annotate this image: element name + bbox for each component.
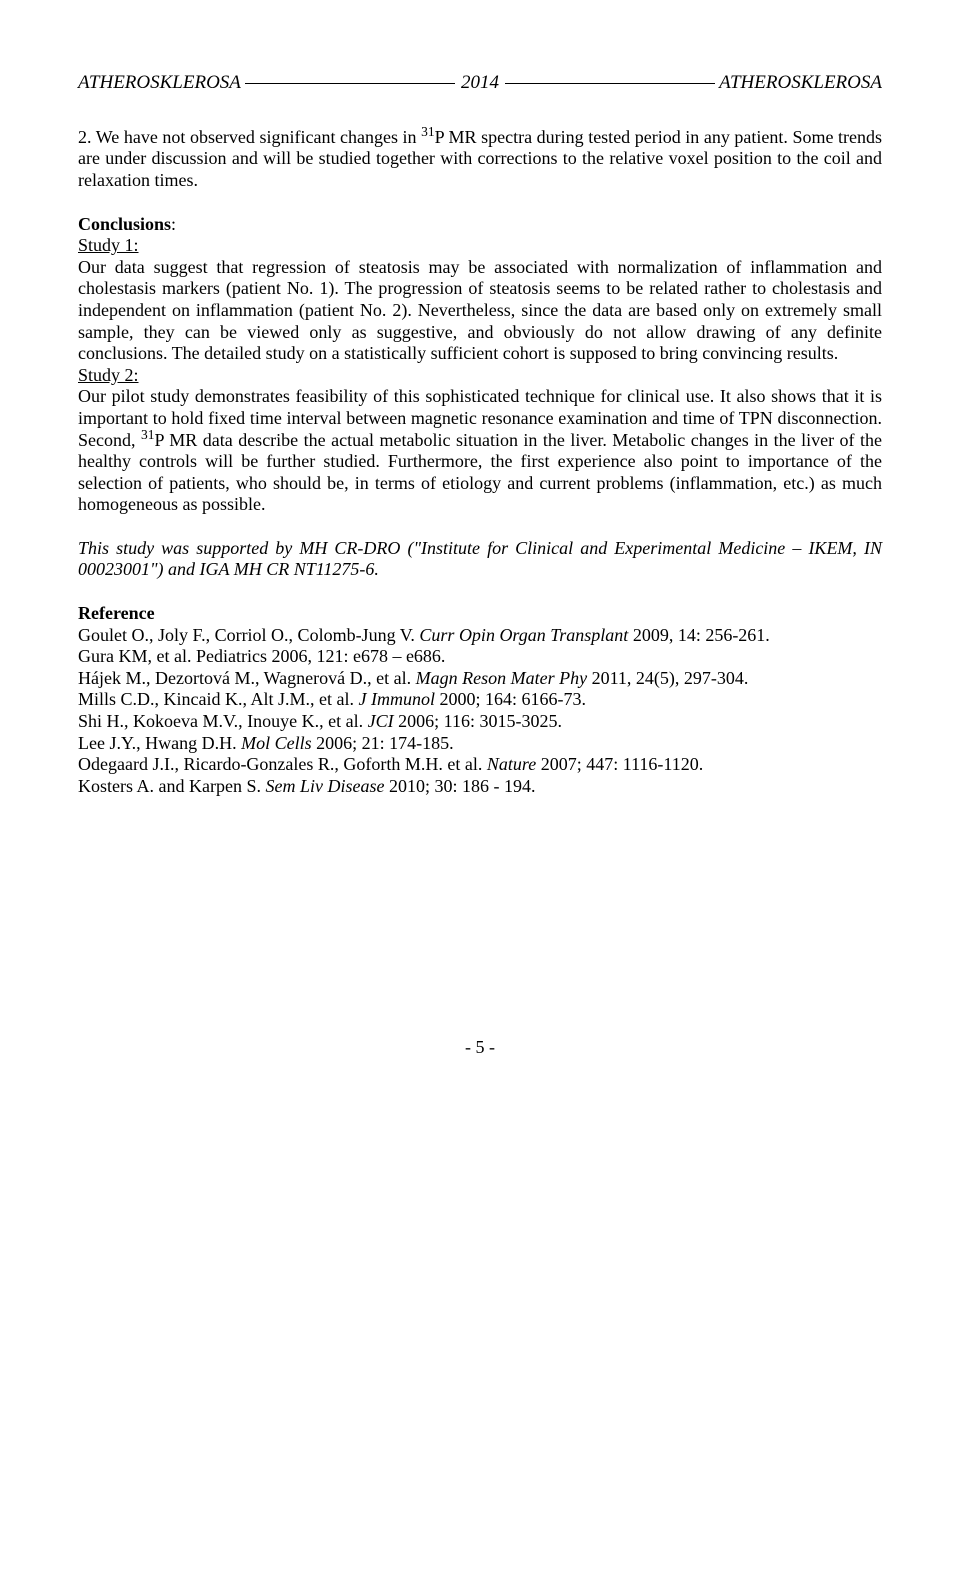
- header-rule-right: [505, 83, 715, 84]
- support-note: This study was supported by MH CR-DRO ("…: [78, 538, 882, 581]
- header-left: ATHEROSKLEROSA: [78, 72, 241, 95]
- reference-item: Mills C.D., Kincaid K., Alt J.M., et al.…: [78, 689, 882, 711]
- study1-body: Our data suggest that regression of stea…: [78, 257, 882, 365]
- superscript: 31: [421, 124, 435, 139]
- text-run: 2. We have not observed significant chan…: [78, 127, 421, 147]
- study2-heading: Study 2:: [78, 365, 882, 387]
- text-run-italic: Mol Cells: [241, 733, 316, 753]
- reference-item: Goulet O., Joly F., Corriol O., Colomb-J…: [78, 625, 882, 647]
- text-run: Hájek M., Dezortová M., Wagnerová D., et…: [78, 668, 416, 688]
- page-header: ATHEROSKLEROSA 2014 ATHEROSKLEROSA: [78, 72, 882, 95]
- text-run: Gura KM, et al. Pediatrics 2006, 121: e6…: [78, 646, 445, 666]
- paragraph-item-2: 2. We have not observed significant chan…: [78, 127, 882, 192]
- text-run: Kosters A. and Karpen S.: [78, 776, 265, 796]
- text-run-italic: Sem Liv Disease: [265, 776, 388, 796]
- text-run: Mills C.D., Kincaid K., Alt J.M., et al.: [78, 689, 359, 709]
- text-run: Lee J.Y., Hwang D.H.: [78, 733, 241, 753]
- text-run-italic: JCI: [368, 711, 399, 731]
- text-run: 2000; 164: 6166-73.: [439, 689, 586, 709]
- text-run: 2010; 30: 186 - 194.: [389, 776, 536, 796]
- reference-item: Shi H., Kokoeva M.V., Inouye K., et al. …: [78, 711, 882, 733]
- reference-item: Gura KM, et al. Pediatrics 2006, 121: e6…: [78, 646, 882, 668]
- text-run-italic: Nature: [487, 754, 541, 774]
- reference-item: Odegaard J.I., Ricardo-Gonzales R., Gofo…: [78, 754, 882, 776]
- text-run: 2007; 447: 1116-1120.: [541, 754, 704, 774]
- superscript: 31: [141, 427, 155, 442]
- text-run: 2011, 24(5), 297-304.: [592, 668, 749, 688]
- text-run: Odegaard J.I., Ricardo-Gonzales R., Gofo…: [78, 754, 487, 774]
- text-run: Conclusions: [78, 214, 171, 234]
- header-right: ATHEROSKLEROSA: [719, 72, 882, 95]
- reference-item: Kosters A. and Karpen S. Sem Liv Disease…: [78, 776, 882, 798]
- conclusions-heading: Conclusions:: [78, 214, 882, 236]
- text-run: Study 1:: [78, 235, 139, 255]
- text-run: 2006; 21: 174-185.: [316, 733, 454, 753]
- reference-item: Lee J.Y., Hwang D.H. Mol Cells 2006; 21:…: [78, 733, 882, 755]
- header-center: 2014: [459, 72, 501, 95]
- text-run: Shi H., Kokoeva M.V., Inouye K., et al.: [78, 711, 368, 731]
- references-list: Goulet O., Joly F., Corriol O., Colomb-J…: [78, 625, 882, 798]
- study1-heading: Study 1:: [78, 235, 882, 257]
- reference-item: Hájek M., Dezortová M., Wagnerová D., et…: [78, 668, 882, 690]
- study2-body: Our pilot study demonstrates feasibility…: [78, 386, 882, 516]
- text-run-italic: Magn Reson Mater Phy: [416, 668, 592, 688]
- text-run: 2009, 14: 256-261.: [633, 625, 770, 645]
- text-run: P MR data describe the actual metabolic …: [78, 430, 882, 515]
- page-number: - 5 -: [78, 1037, 882, 1059]
- text-run: 2006; 116: 3015-3025.: [398, 711, 562, 731]
- text-run-italic: Curr Opin Organ Transplant: [419, 625, 632, 645]
- text-run-italic: J Immunol: [359, 689, 440, 709]
- text-run: Goulet O., Joly F., Corriol O., Colomb-J…: [78, 625, 419, 645]
- text-run: :: [171, 214, 176, 234]
- reference-heading: Reference: [78, 603, 882, 625]
- header-rule-left: [245, 83, 455, 84]
- text-run: Study 2:: [78, 365, 139, 385]
